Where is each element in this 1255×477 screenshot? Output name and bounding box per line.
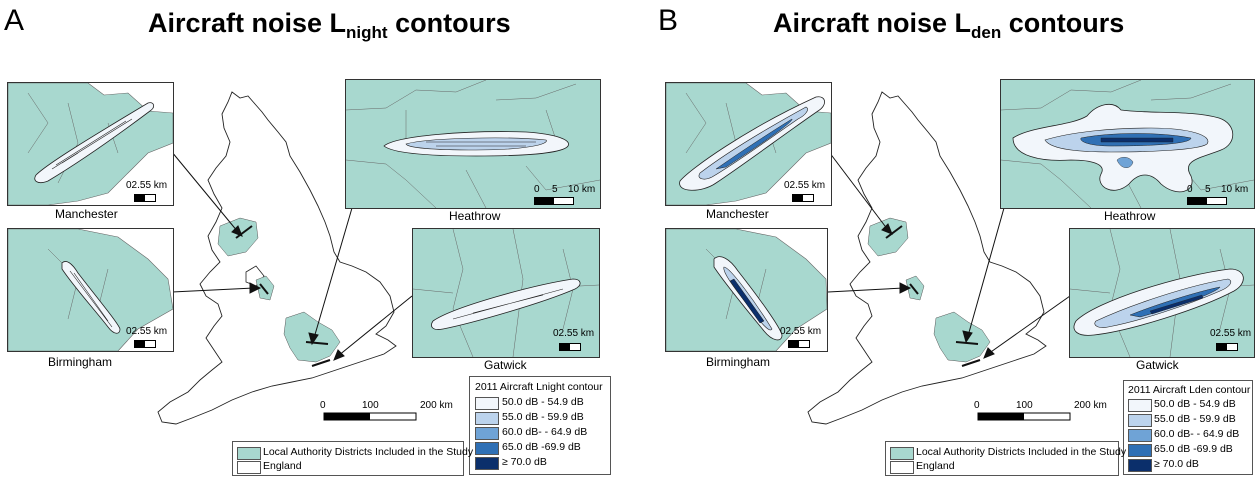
- inset-label-birmingham: Birmingham: [48, 355, 113, 369]
- inset-scale-tick: 5: [552, 184, 558, 195]
- england-map: [157, 91, 417, 425]
- contour-legend-item: 50.0 dB - 54.9 dB: [1154, 398, 1236, 410]
- inset-scale-bar: [134, 194, 156, 202]
- inset-scale-tick: 5: [1205, 184, 1211, 195]
- inset-label-manchester: Manchester: [55, 207, 118, 221]
- swatch-50: [1128, 399, 1152, 412]
- districts-legend-item: England: [263, 460, 302, 472]
- panel-title: Aircraft noise Lden contours: [773, 8, 1125, 42]
- contour-legend: 2011 Aircraft Lden contour 50.0 dB - 54.…: [1123, 380, 1253, 475]
- inset-heathrow: 0 5 10 km: [1000, 79, 1255, 209]
- inset-label-heathrow: Heathrow: [449, 209, 501, 223]
- swatch-65: [475, 442, 499, 455]
- inset-scale-tick: 10 km: [1221, 184, 1249, 195]
- contour-legend-item: 50.0 dB - 54.9 dB: [502, 396, 584, 408]
- swatch-60: [475, 427, 499, 440]
- districts-legend-item: Local Authority Districts Included in th…: [916, 446, 1127, 458]
- contour-legend-title: 2011 Aircraft Lnight contour: [475, 381, 603, 393]
- swatch-65: [1128, 444, 1152, 457]
- contour-legend-item: 55.0 dB - 59.9 dB: [1154, 413, 1236, 425]
- inset-scale-tick: 10 km: [568, 184, 596, 195]
- inset-scale-label: 02.55 km: [1210, 328, 1252, 339]
- main-scale-tick: 0: [320, 400, 326, 411]
- main-scale-tick: 200 km: [1074, 400, 1107, 411]
- inset-scale-bar: [788, 340, 810, 348]
- inset-label-heathrow: Heathrow: [1104, 209, 1156, 223]
- contour-legend-item: ≥ 70.0 dB: [1154, 458, 1199, 470]
- inset-label-manchester: Manchester: [706, 207, 769, 221]
- main-scale-tick: 100: [1016, 400, 1033, 411]
- districts-legend-item: England: [916, 460, 955, 472]
- inset-birmingham: 02.55 km: [7, 228, 174, 352]
- swatch-55: [1128, 414, 1152, 427]
- main-scale-tick: 0: [974, 400, 980, 411]
- inset-scale-label: 02.55 km: [126, 326, 168, 337]
- swatch-55: [475, 412, 499, 425]
- swatch-england: [890, 461, 914, 474]
- inset-scale-bar: [1187, 197, 1227, 205]
- inset-manchester: 02.55 km: [665, 82, 832, 206]
- swatch-60: [1128, 429, 1152, 442]
- district-patch-birmingham: [255, 275, 275, 301]
- contour-legend-item: 60.0 dB- - 64.9 dB: [502, 426, 588, 438]
- inset-scale-bar: [1216, 343, 1238, 351]
- district-patch-birmingham: [905, 275, 925, 301]
- england-map: [807, 91, 1071, 425]
- inset-birmingham: 02.55 km: [665, 228, 828, 352]
- panel-b: B Aircraft noise Lden contours 0 100 200…: [628, 0, 1255, 477]
- inset-label-birmingham: Birmingham: [706, 355, 771, 369]
- inset-scale-label: 02.55 km: [780, 326, 822, 337]
- inset-scale-label: 02.55 km: [553, 328, 595, 339]
- contour-legend-title: 2011 Aircraft Lden contour: [1128, 384, 1251, 396]
- inset-scale-label: 02.55 km: [126, 180, 168, 191]
- districts-legend: Local Authority Districts Included in th…: [232, 441, 473, 476]
- inset-scale-bar: [134, 340, 156, 348]
- inset-heathrow: 0 5 10 km: [345, 79, 601, 209]
- districts-legend-item: Local Authority Districts Included in th…: [263, 446, 474, 458]
- inset-label-gatwick: Gatwick: [484, 358, 527, 372]
- contour-legend-item: 65.0 dB -69.9 dB: [1154, 443, 1233, 455]
- swatch-70: [475, 457, 499, 470]
- contour-legend-item: 60.0 dB- - 64.9 dB: [1154, 428, 1240, 440]
- swatch-50: [475, 397, 499, 410]
- inset-gatwick: 02.55 km: [412, 228, 600, 358]
- main-scale-tick: 200 km: [420, 400, 453, 411]
- swatch-england: [237, 461, 261, 474]
- contour-legend-item: 65.0 dB -69.9 dB: [502, 441, 581, 453]
- inset-scale-bar: [534, 197, 574, 205]
- district-patch-london: [933, 311, 991, 363]
- districts-legend: Local Authority Districts Included in th…: [885, 441, 1126, 476]
- inset-scale-bar: [559, 343, 581, 351]
- contour-legend-item: 55.0 dB - 59.9 dB: [502, 411, 584, 423]
- panel-letter: B: [658, 4, 679, 37]
- panel-letter: A: [4, 4, 25, 37]
- panel-title: Aircraft noise Lnight contours: [148, 8, 511, 42]
- swatch-70: [1128, 459, 1152, 472]
- swatch-districts: [890, 447, 914, 460]
- inset-scale-tick: 0: [534, 184, 540, 195]
- inset-label-gatwick: Gatwick: [1136, 358, 1179, 372]
- swatch-districts: [237, 447, 261, 460]
- inset-scale-bar: [792, 194, 814, 202]
- inset-manchester: 02.55 km: [7, 82, 174, 206]
- inset-scale-label: 02.55 km: [784, 180, 826, 191]
- contour-legend-item: ≥ 70.0 dB: [502, 456, 547, 468]
- panel-a: A Aircraft noise Lnight contours 0 100 2…: [0, 0, 620, 477]
- main-scale-tick: 100: [362, 400, 379, 411]
- inset-gatwick: 02.55 km: [1069, 228, 1255, 358]
- contour-legend: 2011 Aircraft Lnight contour 50.0 dB - 5…: [469, 376, 611, 475]
- inset-scale-tick: 0: [1187, 184, 1193, 195]
